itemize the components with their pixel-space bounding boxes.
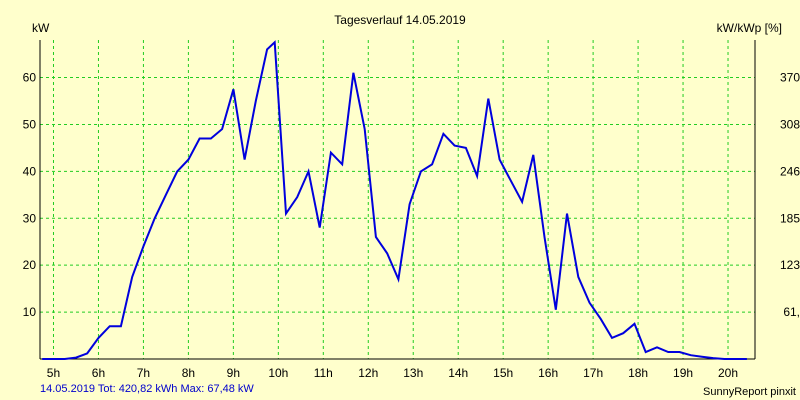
x-tick-10h: 10h <box>268 366 288 380</box>
y-tick-left-60: 60 <box>23 71 37 85</box>
y-tick-right-4: 308,6 <box>780 117 800 131</box>
y-tick-left-20: 20 <box>23 258 37 272</box>
y-tick-left-10: 10 <box>23 305 37 319</box>
y-tick-right-1: 123,5 <box>780 258 800 272</box>
y-tick-right-5: 370,4 <box>780 71 800 85</box>
x-tick-13h: 13h <box>403 366 423 380</box>
x-tick-14h: 14h <box>448 366 468 380</box>
chart-title: Tagesverlauf 14.05.2019 <box>334 13 466 27</box>
x-tick-15h: 15h <box>493 366 513 380</box>
x-tick-16h: 16h <box>538 366 558 380</box>
x-tick-19h: 19h <box>673 366 693 380</box>
x-tick-18h: 18h <box>628 366 648 380</box>
plot-area <box>40 40 755 359</box>
y-tick-left-30: 30 <box>23 211 37 225</box>
series-line-power <box>42 40 747 360</box>
x-tick-20h: 20h <box>718 366 738 380</box>
y-tick-right-3: 246,9 <box>780 164 800 178</box>
y-tick-left-50: 50 <box>23 117 37 131</box>
footer-summary: 14.05.2019 Tot: 420,82 kWh Max: 67,48 kW <box>40 383 254 395</box>
y-axis-label-right: kW/kWp [%] <box>717 21 782 35</box>
axes <box>39 40 756 360</box>
x-tick-9h: 9h <box>227 366 240 380</box>
x-tick-17h: 17h <box>583 366 603 380</box>
tick-labels: 5h 6h 7h 8h 9h 10h 11h 12h 13h 14h 15h 16h 17h 18h 19h… <box>23 71 800 380</box>
x-tick-7h: 7h <box>137 366 150 380</box>
y-axis-label-left: kW <box>32 21 50 35</box>
x-tick-6h: 6h <box>92 366 105 380</box>
y-tick-right-0: 61,7 <box>783 305 800 319</box>
y-tick-left-40: 40 <box>23 164 37 178</box>
y-tick-right-2: 185,2 <box>780 211 800 225</box>
x-tick-8h: 8h <box>182 366 195 380</box>
x-tick-11h: 11h <box>314 366 333 380</box>
x-tick-12h: 12h <box>358 366 378 380</box>
gridlines <box>40 40 755 359</box>
x-tick-5h: 5h <box>47 366 60 380</box>
footer-credit: SunnyReport pinxit <box>703 386 796 398</box>
